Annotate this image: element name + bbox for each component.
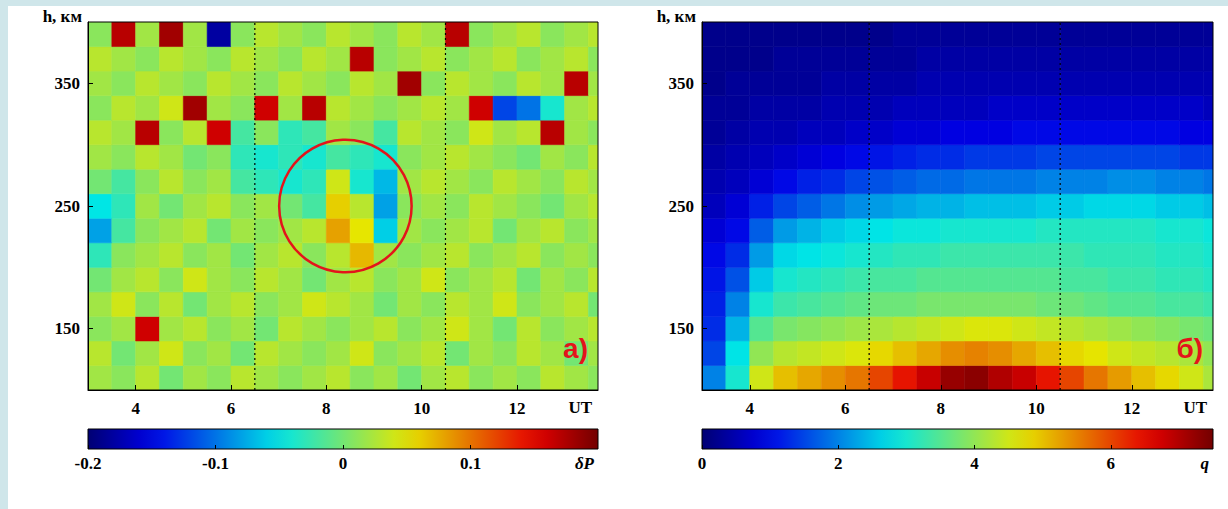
svg-text:350: 350 [669,74,695,93]
svg-text:0: 0 [698,454,707,473]
svg-text:б): б) [1176,333,1203,364]
svg-text:UT: UT [1183,398,1207,417]
svg-text:δP: δP [575,454,595,473]
svg-text:-0.2: -0.2 [75,454,102,473]
svg-text:6: 6 [841,399,850,418]
svg-text:-0.1: -0.1 [202,454,229,473]
svg-text:150: 150 [669,319,695,338]
svg-text:6: 6 [1107,454,1116,473]
svg-text:12: 12 [508,399,525,418]
svg-text:UT: UT [568,398,592,417]
svg-text:h, км: h, км [43,7,83,26]
svg-text:250: 250 [669,197,695,216]
svg-text:150: 150 [55,319,81,338]
svg-text:8: 8 [322,399,331,418]
svg-text:0.1: 0.1 [460,454,481,473]
svg-text:h, км: h, км [657,7,697,26]
svg-text:10: 10 [413,399,430,418]
svg-text:а): а) [563,333,588,364]
svg-text:8: 8 [937,399,946,418]
svg-text:6: 6 [227,399,236,418]
svg-text:0: 0 [339,454,348,473]
svg-text:2: 2 [834,454,843,473]
svg-text:4: 4 [131,399,140,418]
svg-text:4: 4 [746,399,755,418]
svg-text:4: 4 [970,454,979,473]
svg-text:350: 350 [55,74,81,93]
svg-text:q: q [1201,454,1210,473]
svg-text:250: 250 [55,197,81,216]
svg-text:10: 10 [1028,399,1045,418]
svg-text:12: 12 [1123,399,1140,418]
